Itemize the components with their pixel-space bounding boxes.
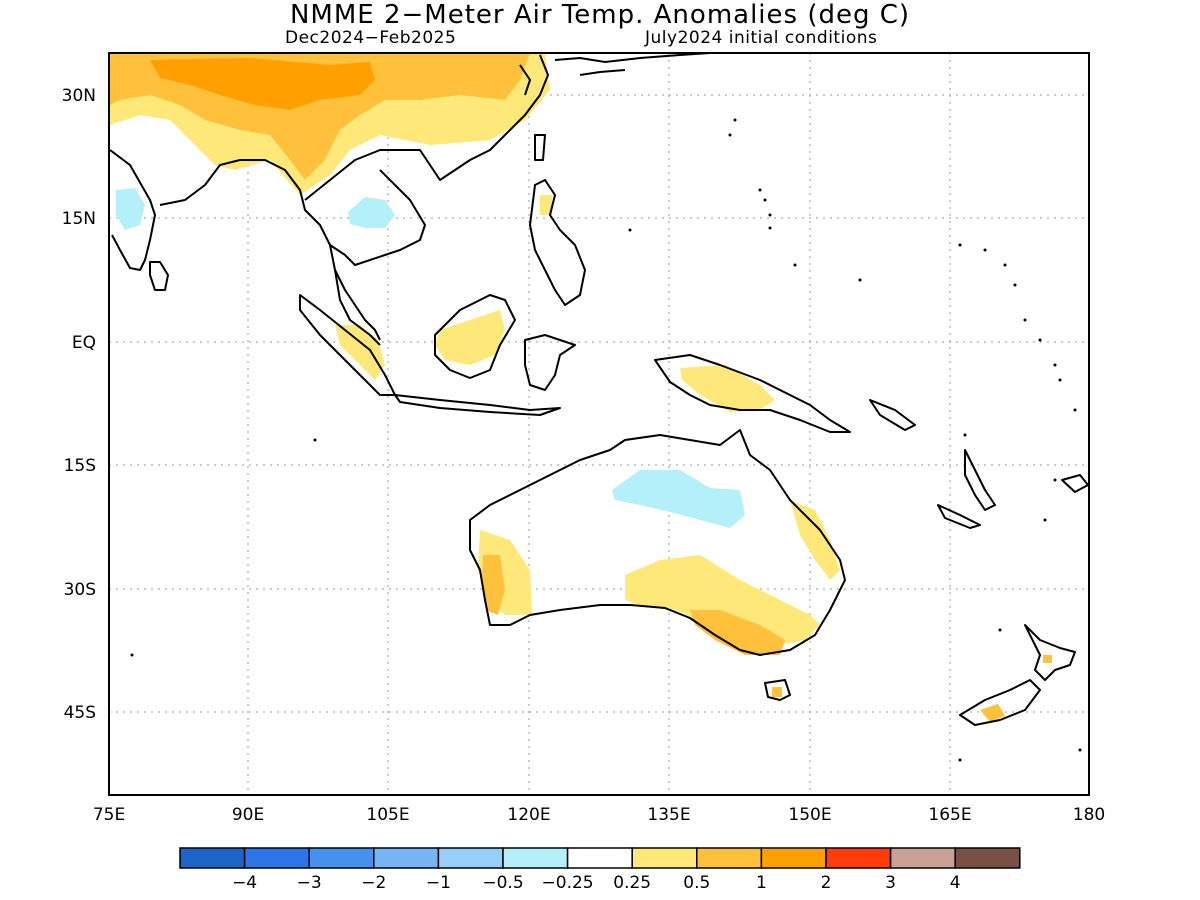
australia-coast (469, 429, 846, 656)
colorbar-swatch (825, 847, 892, 869)
colorbar-label: −2 (361, 873, 386, 893)
tasmania-coast (764, 679, 791, 701)
forecast-period: Dec2024−Feb2025 (285, 28, 457, 48)
colorbar-swatch (308, 847, 375, 869)
colorbar-label: 0.5 (683, 873, 710, 893)
new-zealand-north (1024, 624, 1076, 681)
colorbar-swatch (631, 847, 698, 869)
y-tick-label: EQ (72, 333, 96, 353)
colorbar-swatch (502, 847, 569, 869)
initial-conditions: July2024 initial conditions (645, 28, 878, 48)
vanuatu (964, 449, 996, 511)
taiwan-coast (534, 134, 546, 161)
sulawesi-coast (524, 334, 576, 391)
grid-lines (109, 53, 1089, 795)
colorbar-swatch (179, 847, 246, 869)
y-tick-label: 30N (62, 86, 96, 106)
y-tick-label: 30S (64, 580, 96, 600)
colorbar-label: 1 (756, 873, 767, 893)
borneo-coast (434, 294, 516, 379)
x-tick-label: 180 (1073, 805, 1105, 825)
australia-warm-light-region (625, 555, 820, 645)
colorbar-label: 4 (950, 873, 961, 893)
philippines-warm-patch (540, 195, 552, 215)
colorbar-swatch (696, 847, 763, 869)
bay-of-bengal-coast (159, 159, 381, 346)
new-guinea-warm-patch (680, 365, 775, 412)
x-tick-label: 165E (928, 805, 971, 825)
x-tick-label: 135E (647, 805, 690, 825)
colorbar-swatch (437, 847, 504, 869)
colorbar-label: −0.25 (542, 873, 594, 893)
colorbar-label: 0.25 (613, 873, 651, 893)
anomaly-shading (110, 53, 1052, 722)
java-coast (394, 394, 561, 416)
malay-peninsula (334, 269, 381, 341)
australia-warm-mid-region (690, 610, 785, 655)
colorbar-label: −4 (232, 873, 257, 893)
indochina-cool-patch (348, 197, 395, 228)
colorbar: −4 −3 −2 −1 −0.5 −0.25 0.25 0.5 1 2 3 4 (179, 847, 1021, 893)
x-axis-ticks: 75E 90E 105E 120E 135E 150E 165E 180 (93, 805, 1105, 825)
australia-cool-region (612, 470, 745, 528)
colorbar-swatch (760, 847, 827, 869)
coastlines (109, 54, 1089, 726)
sumatra-coast (299, 294, 396, 396)
colorbar-swatch (889, 847, 956, 869)
x-tick-label: 120E (507, 805, 550, 825)
nz-warm-patch (980, 704, 1005, 722)
philippines-coast (529, 179, 586, 306)
australia-east-warm-light (790, 500, 840, 580)
india-coast (109, 149, 156, 271)
y-tick-label: 15N (62, 209, 96, 229)
colorbar-swatch (243, 847, 310, 869)
x-tick-label: 90E (232, 805, 264, 825)
colorbar-label: −0.5 (482, 873, 523, 893)
china-coast (304, 54, 549, 201)
borneo-warm-patch (435, 310, 505, 365)
fiji (1061, 474, 1089, 493)
new-zealand-south (959, 679, 1041, 726)
map-title: NMME 2−Meter Air Temp. Anomalies (deg C) (289, 0, 911, 30)
colorbar-label: 2 (821, 873, 832, 893)
colorbar-swatch (954, 847, 1021, 869)
japan-coast (519, 52, 711, 96)
nz-north-warm-patch (1043, 655, 1052, 663)
new-caledonia (937, 504, 981, 529)
sri-lanka-coast (149, 261, 169, 291)
colorbar-label: −3 (297, 873, 322, 893)
colorbar-swatch (566, 847, 633, 869)
map-frame (108, 52, 1090, 796)
new-guinea-coast (654, 354, 851, 433)
y-tick-label: 15S (64, 456, 96, 476)
tasmania-warm-patch (772, 687, 782, 697)
indochina-coast (329, 169, 426, 266)
small-islands (130, 118, 1082, 762)
asia-warm-strong-region (150, 58, 375, 110)
colorbar-label: 3 (885, 873, 896, 893)
y-axis-ticks: 30N 15N EQ 15S 30S 45S (62, 86, 96, 723)
y-tick-label: 45S (64, 703, 96, 723)
colorbar-label: −1 (426, 873, 451, 893)
x-tick-label: 105E (366, 805, 409, 825)
india-cool-patch (116, 188, 145, 230)
x-tick-label: 75E (93, 805, 125, 825)
australia-west-warm-mid (482, 555, 505, 615)
colorbar-swatch (373, 847, 440, 869)
solomon-islands (869, 399, 916, 431)
x-tick-label: 150E (788, 805, 831, 825)
